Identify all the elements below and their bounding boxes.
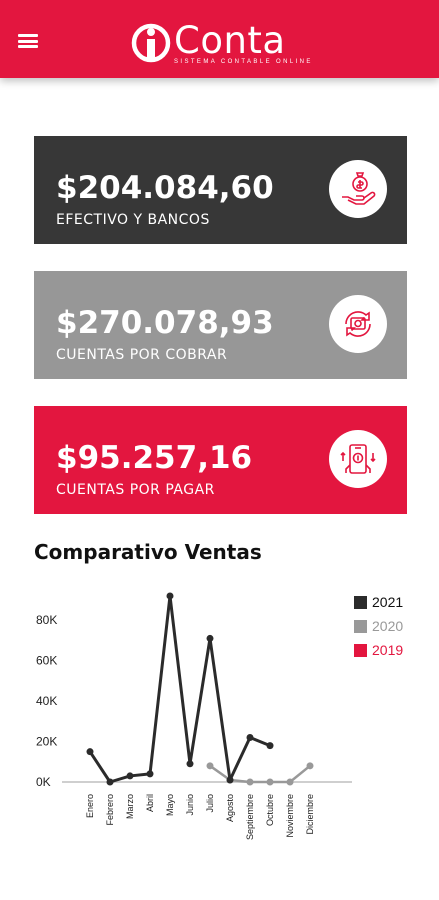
legend-label: 2019 [372, 642, 403, 658]
data-point-2021 [126, 772, 134, 780]
data-point-2021 [86, 748, 94, 756]
data-point-2021 [226, 776, 234, 784]
legend-label: 2020 [372, 618, 403, 634]
series-line-2021 [88, 594, 271, 784]
data-point-2020 [286, 778, 294, 786]
card-cuentas-cobrar[interactable]: $270.078,93 CUENTAS POR COBRAR [34, 271, 407, 379]
app-logo: Conta SISTEMA CONTABLE ONLINE [130, 18, 320, 68]
x-tick-label: Mayo [165, 794, 175, 816]
y-tick-label: 40K [36, 694, 57, 708]
logo-tagline: SISTEMA CONTABLE ONLINE [174, 59, 313, 65]
card-efectivo-bancos[interactable]: $204.084,60 EFECTIVO Y BANCOS [34, 136, 407, 244]
y-tick-label: 80K [36, 613, 57, 627]
x-tick-label: Julio [205, 794, 215, 813]
legend-swatch-2020 [354, 620, 367, 633]
data-point-2021 [146, 770, 154, 778]
y-tick-label: 20K [36, 735, 57, 749]
data-point-2020 [266, 778, 274, 786]
phone-payment-icon [329, 430, 387, 488]
data-point-2021 [106, 778, 114, 786]
x-tick-label: Agosto [225, 794, 235, 822]
card-amount: $204.084,60 [56, 170, 274, 206]
legend-swatch-2019 [354, 644, 367, 657]
y-tick-label: 0K [36, 775, 51, 789]
data-point-2021 [186, 760, 194, 768]
data-point-2020 [306, 762, 314, 770]
card-label: CUENTAS POR COBRAR [56, 347, 228, 363]
x-tick-label: Diciembre [305, 794, 315, 835]
card-amount: $270.078,93 [56, 305, 274, 341]
x-tick-label: Octubre [265, 794, 275, 826]
chart-title: Comparativo Ventas [34, 540, 262, 564]
data-point-2021 [246, 734, 254, 742]
card-amount: $95.257,16 [56, 440, 253, 476]
data-point-2020 [246, 778, 254, 786]
x-tick-label: Enero [85, 794, 95, 818]
legend-label: 2021 [372, 594, 403, 610]
legend-swatch-2021 [354, 596, 367, 609]
x-tick-label: Febrero [105, 794, 115, 826]
card-label: EFECTIVO Y BANCOS [56, 212, 210, 228]
hamburger-menu-icon[interactable] [18, 34, 38, 48]
money-exchange-icon [329, 295, 387, 353]
logo-text: Conta [174, 19, 286, 62]
data-point-2021 [206, 634, 214, 642]
sales-line-chart: 0K 20K 40K 60K 80K Enero Febrero Marzo Abril Mayo… [36, 592, 403, 840]
series-line-2020 [209, 764, 311, 784]
x-tick-label: Marzo [125, 794, 135, 819]
x-tick-label: Noviembre [285, 794, 295, 838]
y-tick-label: 60K [36, 654, 57, 668]
x-tick-label: Junio [185, 794, 195, 816]
money-hand-icon [329, 160, 387, 218]
app-header: Conta SISTEMA CONTABLE ONLINE [0, 0, 439, 78]
x-tick-label: Abril [145, 794, 155, 812]
data-point-2020 [206, 762, 214, 770]
data-point-2021 [266, 742, 274, 750]
logo-mark-icon [131, 23, 171, 63]
card-label: CUENTAS POR PAGAR [56, 482, 215, 498]
card-cuentas-pagar[interactable]: $95.257,16 CUENTAS POR PAGAR [34, 406, 407, 514]
x-tick-label: Septiembre [245, 794, 255, 840]
data-point-2021 [166, 592, 174, 600]
